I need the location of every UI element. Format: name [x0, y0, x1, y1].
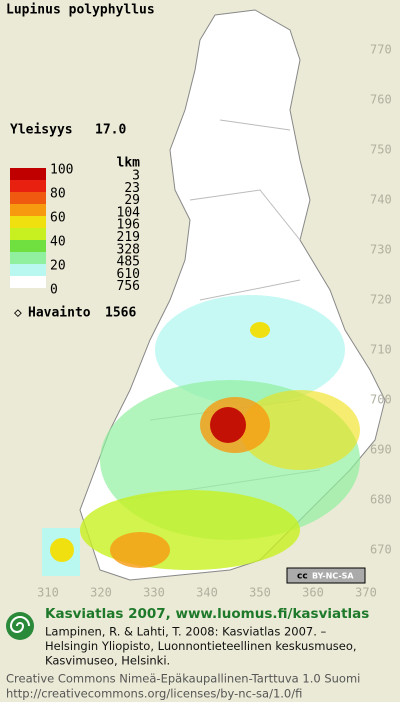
legend-level: 20 [50, 259, 66, 274]
observation-label: Havainto [28, 306, 91, 321]
legend-swatch [10, 264, 46, 276]
legend-count: 23 [124, 181, 140, 196]
count-header: lkm [117, 156, 141, 171]
x-label: 350 [249, 586, 271, 600]
y-label: 690 [370, 443, 392, 457]
legend-swatch [10, 168, 46, 180]
legend-count: 196 [117, 218, 140, 233]
observation-value: 1566 [105, 306, 136, 321]
legend-swatch [10, 192, 46, 204]
frequency-value: 17.0 [95, 123, 126, 138]
license-line: http://creativecommons.org/licenses/by-n… [6, 687, 302, 701]
legend-swatch [10, 216, 46, 228]
coverage [80, 490, 300, 570]
license-badge: cc BY-NC-SA [286, 567, 366, 584]
x-label: 320 [90, 586, 112, 600]
citation-line: Kasvimuseo, Helsinki. [45, 654, 170, 668]
y-label: 680 [370, 493, 392, 507]
legend-swatch [10, 180, 46, 192]
license-line: Creative Commons Nimeä-Epäkaupallinen-Ta… [6, 672, 360, 686]
coverage [250, 322, 270, 338]
coverage [155, 295, 345, 405]
legend-count: 104 [117, 205, 141, 220]
badge-symbol: cc [297, 572, 308, 582]
x-label: 310 [37, 586, 59, 600]
observation-marker: ◇ [14, 306, 22, 321]
logo-swirl [9, 616, 30, 633]
legend-level: 60 [50, 211, 66, 226]
citation-line: Lampinen, R. & Lahti, T. 2008: Kasviatla… [45, 625, 327, 639]
x-label: 360 [302, 586, 324, 600]
y-label: 730 [370, 243, 392, 257]
logo [6, 612, 34, 640]
legend-swatch [10, 240, 46, 252]
y-label: 750 [370, 143, 392, 157]
citation-line: Helsingin Yliopisto, Luonnontieteellinen… [45, 639, 357, 653]
y-label: 710 [370, 343, 392, 357]
legend-swatch [10, 252, 46, 264]
legend-count: 485 [117, 255, 140, 270]
legend-swatch [10, 228, 46, 240]
legend-count: 610 [117, 267, 140, 282]
legend-level: 0 [50, 283, 58, 298]
legend-swatch [10, 276, 46, 288]
legend-level: 100 [50, 163, 73, 178]
region-borders [119, 119, 321, 501]
y-label: 760 [370, 93, 392, 107]
frequency-label: Yleisyys [10, 123, 73, 138]
legend-swatch [10, 204, 46, 216]
legend-count: 219 [117, 230, 140, 245]
y-label: 770 [370, 43, 392, 57]
legend-level: 40 [50, 235, 66, 250]
coverage [110, 532, 170, 568]
legend-count: 328 [117, 242, 140, 257]
map [42, 9, 386, 581]
legend-count: 3 [132, 169, 140, 184]
coverage [210, 407, 246, 443]
legend-count: 29 [124, 193, 140, 208]
legend-count: 756 [117, 279, 140, 294]
badge-box [286, 567, 366, 584]
y-label: 670 [370, 543, 392, 557]
coverage [50, 538, 74, 562]
footer-heading: Kasviatlas 2007, www.luomus.fi/kasviatla… [45, 606, 369, 622]
coverage [240, 390, 360, 470]
y-label: 720 [370, 293, 392, 307]
y-label: 700 [370, 393, 392, 407]
badge-text: BY-NC-SA [312, 572, 354, 581]
x-label: 370 [355, 586, 377, 600]
x-label: 340 [196, 586, 218, 600]
legend-level: 80 [50, 187, 66, 202]
y-label: 740 [370, 193, 392, 207]
title: Lupinus polyphyllus [6, 3, 155, 18]
x-label: 330 [143, 586, 165, 600]
